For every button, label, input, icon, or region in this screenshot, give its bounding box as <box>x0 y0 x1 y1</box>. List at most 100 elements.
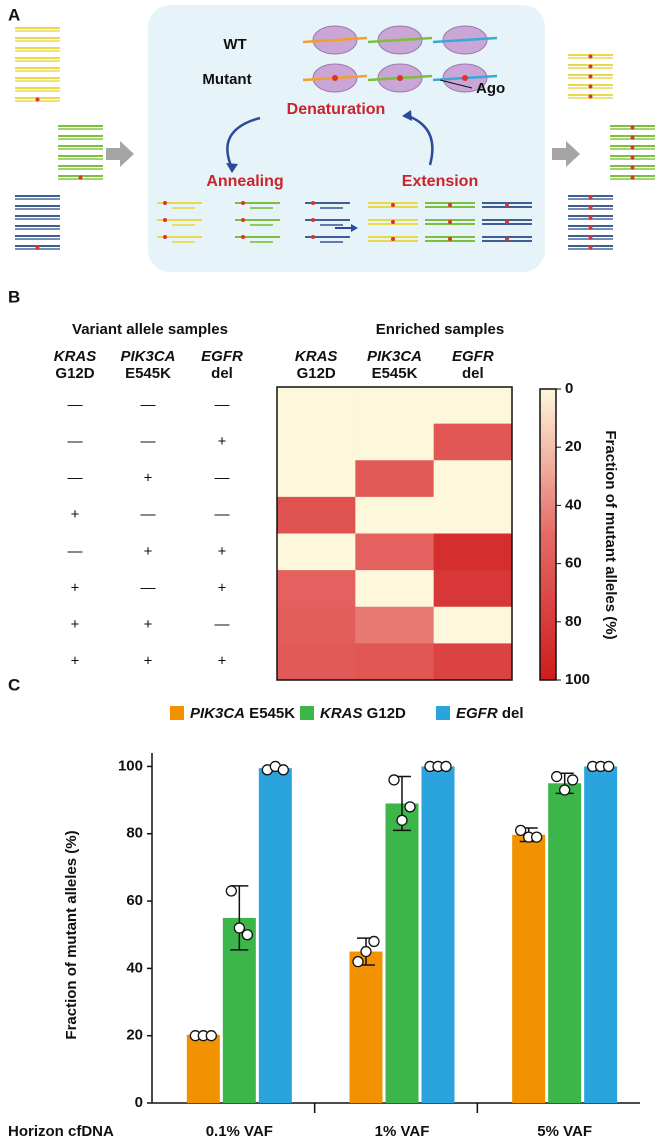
mutation-dot <box>588 64 593 69</box>
strand-art <box>15 25 655 250</box>
heatmap-cell <box>433 387 513 425</box>
mutation-dot <box>588 195 593 200</box>
column-gene: PIK3CA <box>367 348 422 365</box>
mutation-dot <box>630 125 635 130</box>
legend-label: KRAS G12D <box>320 705 406 722</box>
mutation-dot <box>35 97 40 102</box>
step-label: Extension <box>402 173 478 190</box>
mutation-dot <box>448 203 452 207</box>
sign: + <box>144 543 153 560</box>
bar <box>421 766 455 1103</box>
heatmap-cell <box>433 606 513 644</box>
y-axis-label: Fraction of mutant alleles (%) <box>63 830 80 1039</box>
column-gene: KRAS <box>295 348 338 365</box>
colorbar <box>539 388 557 681</box>
data-point <box>205 1030 217 1042</box>
sign: + <box>71 506 80 523</box>
bar <box>548 783 582 1103</box>
mutation-dot <box>630 175 635 180</box>
column-variant: E545K <box>125 365 171 382</box>
mutant-label: Mutant <box>202 71 251 88</box>
sign: + <box>144 470 153 487</box>
sign: — <box>141 506 156 523</box>
data-point <box>440 760 452 773</box>
heatmap-cell <box>277 643 356 681</box>
legend-label: EGFR del <box>456 705 524 722</box>
bar <box>584 766 618 1103</box>
heatmap-cell <box>433 570 513 608</box>
mutation-dot <box>311 235 315 239</box>
mutation-dot <box>630 145 635 150</box>
panel-letter: C <box>8 675 20 694</box>
data-point <box>233 922 245 934</box>
data-point <box>551 770 563 783</box>
arrow-head <box>226 163 238 173</box>
data-point <box>360 945 372 958</box>
mutation-dot <box>391 237 395 241</box>
data-point <box>559 784 571 796</box>
wt-label: WT <box>223 36 246 53</box>
data-point <box>404 801 416 813</box>
sign: — <box>68 543 83 560</box>
mutation-dot <box>35 245 40 250</box>
panel-letter: B <box>8 287 20 306</box>
heatmap-cell <box>433 423 513 461</box>
strand <box>432 36 498 44</box>
arrow-head <box>402 110 412 121</box>
data-point <box>368 935 380 948</box>
mutation-dot <box>391 220 395 224</box>
heatmap-cell <box>277 570 356 608</box>
sign: + <box>218 433 227 450</box>
heatmap-cell <box>355 533 435 571</box>
sign: + <box>218 543 227 560</box>
mutation-dot <box>505 220 509 224</box>
mutation-dot <box>588 225 593 230</box>
mutation-dot <box>332 75 338 81</box>
mutation-dot <box>588 205 593 210</box>
sign: — <box>141 579 156 596</box>
y-tick-label: 20 <box>126 1027 143 1044</box>
heatmap-cell <box>355 387 435 425</box>
colorbar-tick-label: 20 <box>565 438 582 455</box>
heatmap-cell <box>355 423 435 461</box>
mutation-dot <box>630 135 635 140</box>
mutation-dot <box>311 201 315 205</box>
heatmap-cell <box>355 460 435 498</box>
y-tick-label: 0 <box>135 1094 143 1111</box>
mutation-dot <box>163 218 167 222</box>
arrow <box>106 141 134 167</box>
column-variant: G12D <box>297 365 336 382</box>
data-point <box>567 774 579 786</box>
panel-letter: A <box>8 5 20 24</box>
sign: — <box>141 433 156 450</box>
arrow <box>226 116 261 169</box>
data-point <box>396 814 408 826</box>
heatmap-cell <box>277 423 356 461</box>
sign: — <box>215 396 230 413</box>
arrow <box>407 114 434 166</box>
column-variant: del <box>462 365 484 382</box>
x-tick-label: 5% VAF <box>537 1123 592 1140</box>
heatmap-title: Enriched samples <box>376 321 504 338</box>
x-tick-label: 1% VAF <box>375 1123 430 1140</box>
colorbar-tick-label: 60 <box>565 555 582 572</box>
mutation-dot <box>588 54 593 59</box>
sign: — <box>215 506 230 523</box>
mutation-dot <box>588 245 593 250</box>
sign: — <box>68 396 83 413</box>
column-gene: PIK3CA <box>120 348 175 365</box>
step-label: Annealing <box>206 173 283 190</box>
mutation-dot <box>462 75 468 81</box>
data-point <box>603 760 615 773</box>
column-gene: EGFR <box>201 348 243 365</box>
strand <box>302 36 368 44</box>
sign: — <box>215 470 230 487</box>
data-point <box>277 764 289 776</box>
strand <box>367 36 433 44</box>
heatmap-cell <box>355 643 435 681</box>
table-title: Variant allele samples <box>72 321 228 338</box>
heatmap-cell <box>277 606 356 644</box>
bar <box>385 803 419 1103</box>
legend-swatch <box>436 706 450 720</box>
mutation-dot <box>241 235 245 239</box>
